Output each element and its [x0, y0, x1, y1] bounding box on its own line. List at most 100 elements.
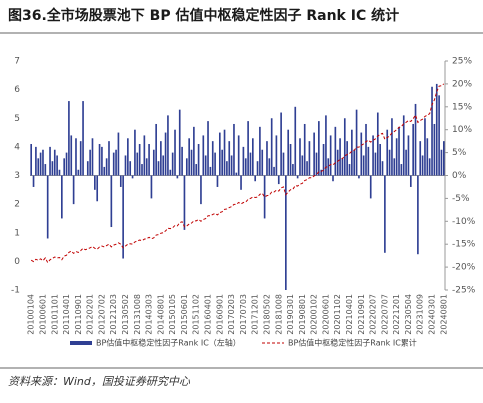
bar [193, 126, 195, 176]
bar [417, 175, 419, 255]
x-tick-label: 20150105 [168, 294, 177, 335]
source-note: 资料来源：Wind，国投证券研究中心 [8, 375, 191, 388]
bar [244, 158, 247, 176]
bar [280, 112, 282, 176]
bar [108, 141, 110, 176]
bar [358, 175, 360, 179]
bar [419, 141, 422, 176]
bar [124, 155, 127, 176]
x-tick-label: 20120201 [86, 294, 95, 335]
bar [145, 158, 148, 176]
bar [136, 152, 139, 176]
chart-title: 图36.全市场股票池下 BP 估值中枢稳定性因子 Rank IC 统计 [8, 7, 399, 24]
y-tick-label: 5 [14, 114, 20, 124]
bar [65, 152, 68, 176]
bar [440, 149, 443, 176]
bar [105, 158, 108, 176]
bar [197, 144, 200, 176]
bar [228, 141, 231, 176]
bar [282, 152, 285, 176]
bar [98, 144, 101, 176]
bar [134, 129, 136, 176]
legend-label: BP估值中枢稳定性因子Rank IC（左轴） [96, 338, 241, 348]
bar [292, 164, 294, 176]
bar [320, 169, 323, 176]
bar [343, 118, 346, 176]
bar [372, 135, 374, 176]
bar [46, 175, 49, 239]
line [30, 83, 445, 264]
bar [35, 146, 37, 176]
bar [365, 123, 367, 176]
bar [221, 149, 223, 176]
bar [341, 158, 344, 176]
x-tick-label: 20240801 [439, 294, 448, 335]
bar [63, 158, 66, 176]
bar [318, 121, 320, 176]
bar [86, 161, 89, 176]
bar [299, 138, 301, 176]
bar [287, 129, 290, 176]
bar [329, 135, 332, 176]
y-tick-label: 3 [14, 171, 20, 181]
bar [89, 149, 91, 176]
bar [409, 175, 412, 187]
bar [103, 166, 106, 176]
bar [56, 155, 58, 176]
bar [296, 175, 299, 179]
x-tick-label: 20130502 [121, 294, 130, 335]
y-tick-label: -1 [11, 286, 20, 296]
x-tick-label: 20150601 [180, 294, 189, 335]
x-tick-label: 20100601 [38, 294, 47, 335]
y2-tick-label: 15% [452, 102, 472, 112]
x-tick-label: 20181008 [274, 294, 283, 335]
bar [426, 138, 429, 176]
x-tick-label: 20200601 [321, 294, 330, 335]
bar [355, 109, 358, 176]
x-tick-label: 20170703 [239, 294, 248, 335]
bar [332, 175, 334, 182]
bar [115, 149, 117, 176]
x-tick-label: 20171201 [251, 294, 260, 335]
x-tick-label: 20201102 [333, 294, 342, 335]
bar [421, 155, 424, 176]
bar [438, 95, 440, 176]
bar [77, 169, 80, 176]
legend-swatch [70, 341, 92, 345]
x-tick-label: 20230504 [404, 294, 413, 335]
y-tick-label: 4 [14, 142, 20, 152]
bar [160, 141, 162, 176]
bar [218, 132, 221, 176]
bar [431, 86, 433, 176]
bar [369, 175, 372, 199]
bar [49, 146, 51, 176]
bar [53, 149, 56, 176]
bar [360, 132, 363, 176]
y2-tick-label: -25% [452, 286, 476, 296]
bar [391, 118, 393, 176]
bar [44, 164, 47, 176]
bar [150, 175, 153, 199]
bar [398, 126, 400, 176]
x-tick-label: 20221201 [392, 294, 401, 335]
bar [174, 129, 176, 176]
bar [261, 149, 264, 176]
bar [226, 161, 228, 176]
y2-tick-label: -15% [452, 240, 476, 250]
x-tick-label: 20220207 [369, 294, 378, 335]
bar [242, 146, 245, 176]
bar [393, 158, 396, 176]
y2-tick-label: 5% [452, 148, 467, 158]
bar [117, 132, 120, 176]
bar [37, 158, 40, 176]
bar [315, 152, 318, 176]
bar [204, 155, 207, 176]
bar [388, 149, 391, 176]
bar [209, 166, 212, 176]
bar [188, 138, 190, 176]
x-tick-label: 20160401 [204, 294, 213, 335]
bar [351, 129, 353, 176]
bar [322, 144, 325, 176]
bar [362, 155, 365, 176]
